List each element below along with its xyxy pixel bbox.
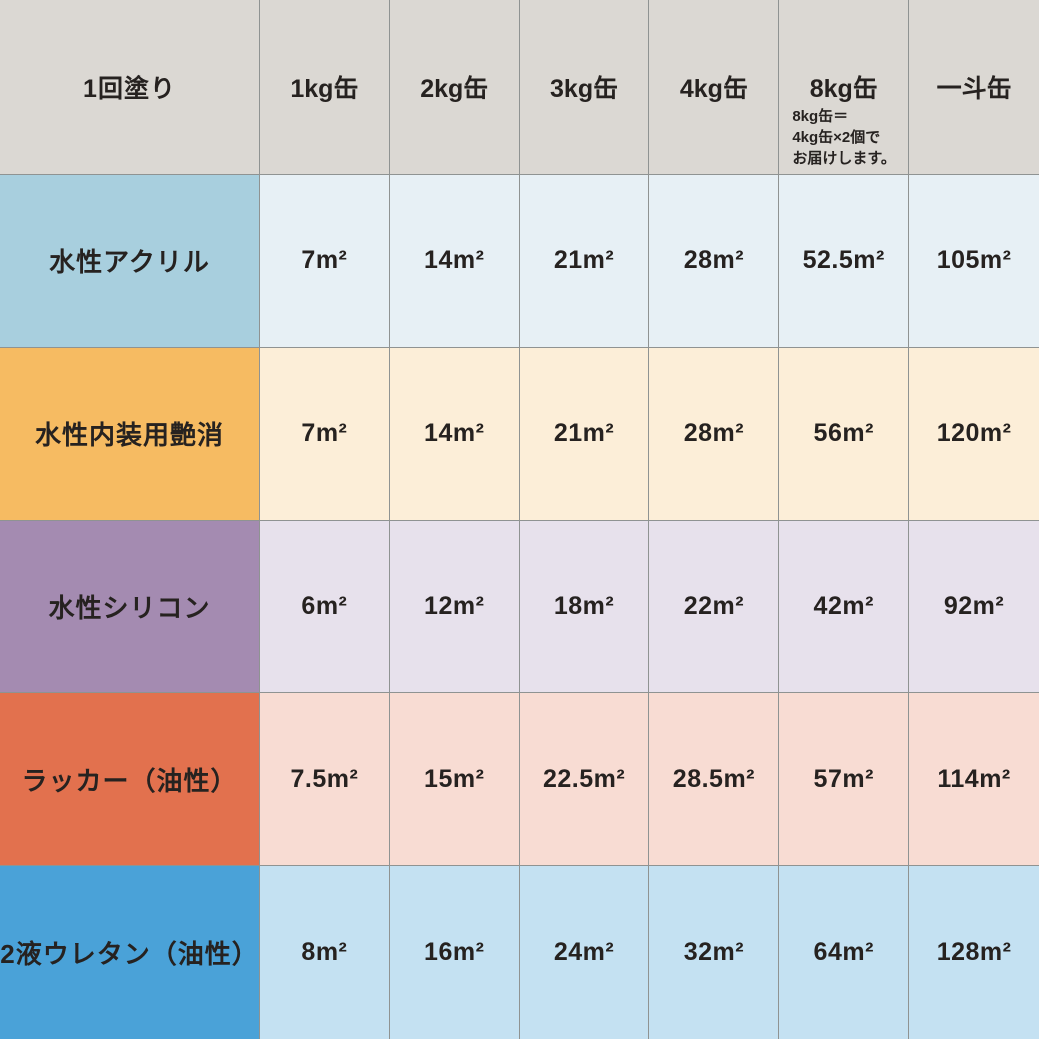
row-label: 水性シリコン: [0, 520, 260, 694]
coverage-value: 52.5m²: [779, 175, 910, 348]
coverage-value: 92m²: [909, 520, 1039, 694]
coverage-value: 18m²: [519, 520, 650, 694]
coverage-value: 14m²: [389, 175, 520, 348]
row-label: 水性内装用艶消: [0, 347, 260, 521]
coverage-value: 14m²: [389, 347, 520, 521]
coverage-value: 7m²: [260, 347, 390, 521]
coverage-value: 28m²: [649, 347, 780, 521]
row-label: 水性アクリル: [0, 175, 260, 348]
row-label: ラッカー（油性）: [0, 693, 260, 867]
coverage-value: 22m²: [649, 520, 780, 694]
coverage-value: 57m²: [779, 693, 910, 867]
header-col-3kg: 3kg缶: [519, 0, 650, 175]
header-col-1kg: 1kg缶: [260, 0, 390, 175]
coverage-value: 24m²: [519, 866, 650, 1039]
coverage-value: 120m²: [909, 347, 1039, 521]
coverage-value: 21m²: [519, 347, 650, 521]
header-col-2kg: 2kg缶: [389, 0, 520, 175]
coverage-value: 28m²: [649, 175, 780, 348]
coverage-value: 6m²: [260, 520, 390, 694]
header-col-8kg: 8kg缶 8kg缶＝ 4kg缶×2個で お届けします。: [779, 0, 910, 175]
coverage-value: 114m²: [909, 693, 1039, 867]
coverage-value: 15m²: [389, 693, 520, 867]
coverage-value: 64m²: [779, 866, 910, 1039]
header-col-itto: 一斗缶: [909, 0, 1039, 175]
header-8kg-note: 8kg缶＝ 4kg缶×2個で お届けします。: [792, 108, 896, 167]
header-corner-label: 1回塗り: [0, 0, 260, 175]
coverage-value: 28.5m²: [649, 693, 780, 867]
coverage-value: 12m²: [389, 520, 520, 694]
header-col-4kg: 4kg缶: [649, 0, 780, 175]
coverage-value: 8m²: [260, 866, 390, 1039]
coverage-value: 21m²: [519, 175, 650, 348]
header-col-8kg-label: 8kg缶: [809, 75, 878, 103]
coverage-value: 7m²: [260, 175, 390, 348]
coverage-value: 22.5m²: [519, 693, 650, 867]
coverage-value: 105m²: [909, 175, 1039, 348]
coverage-value: 128m²: [909, 866, 1039, 1039]
row-label: 2液ウレタン（油性）: [0, 866, 260, 1039]
coverage-value: 7.5m²: [260, 693, 390, 867]
coverage-value: 42m²: [779, 520, 910, 694]
coverage-value: 32m²: [649, 866, 780, 1039]
coverage-value: 16m²: [389, 866, 520, 1039]
coverage-value: 56m²: [779, 347, 910, 521]
